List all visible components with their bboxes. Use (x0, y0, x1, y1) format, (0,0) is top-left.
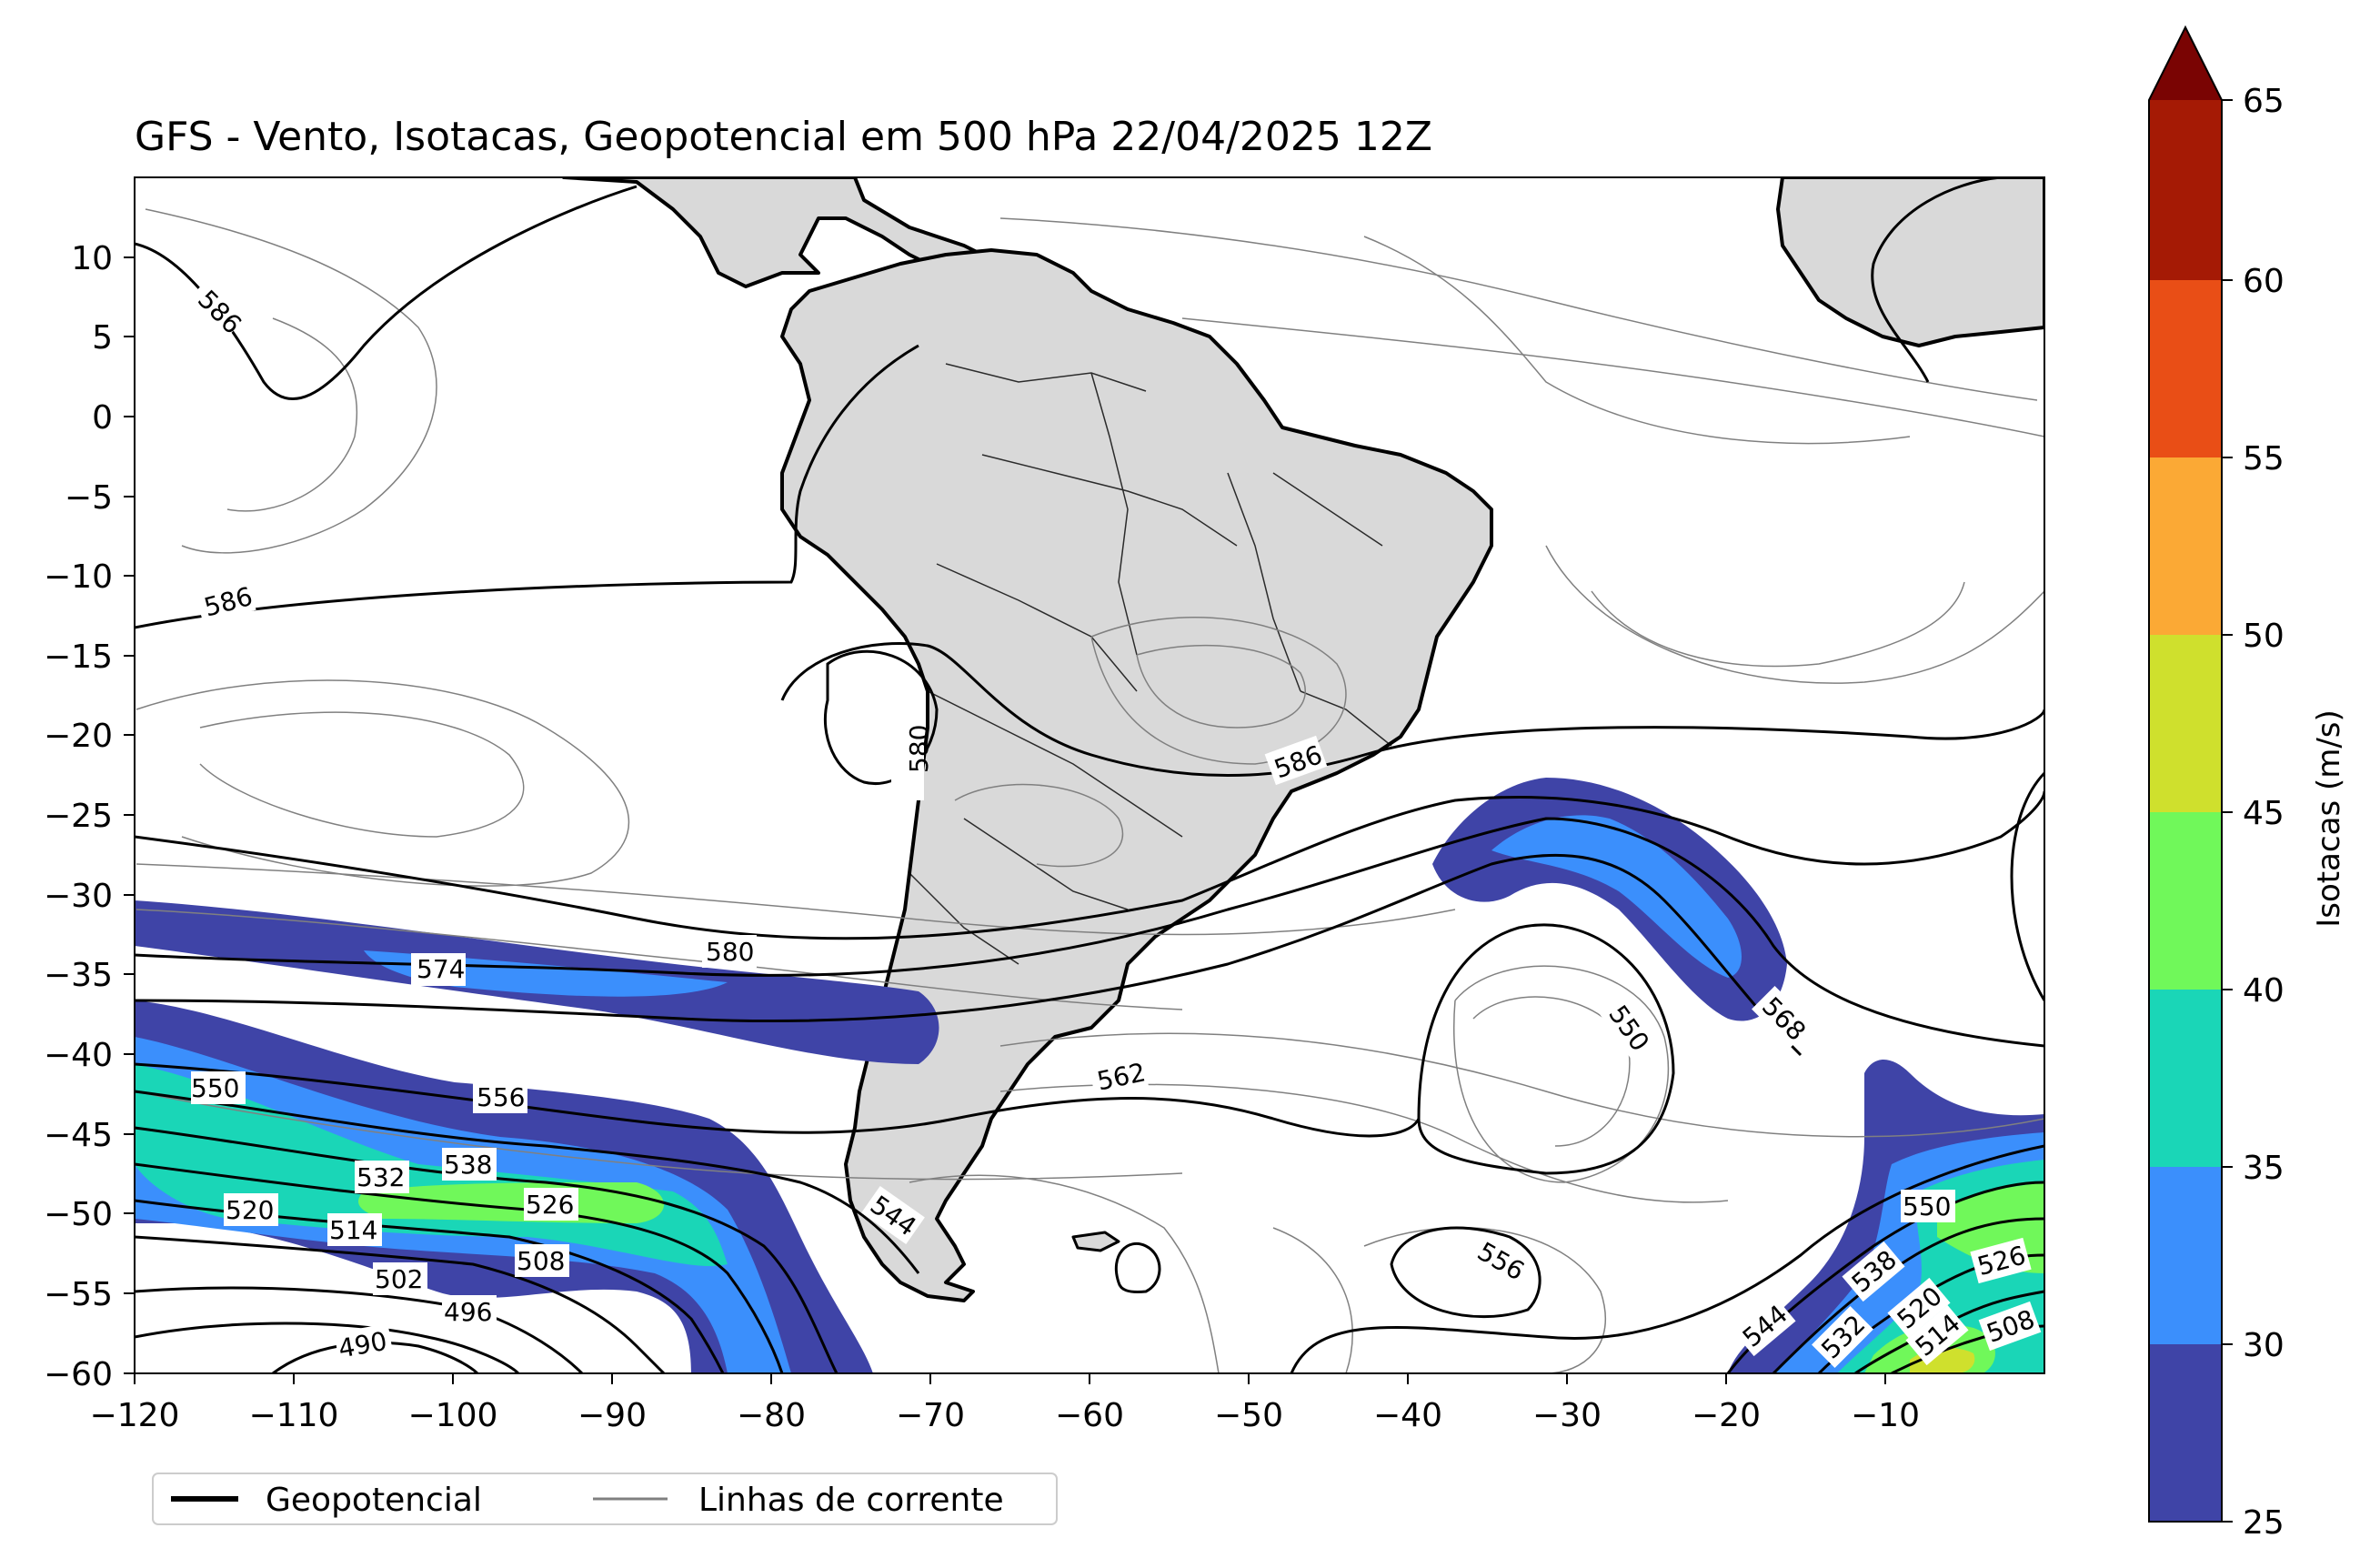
x-tick-label: −30 (1532, 1397, 1602, 1434)
x-tick-label: −120 (90, 1397, 180, 1434)
y-tick-label: −35 (44, 957, 113, 994)
contour-label: 538 (444, 1150, 492, 1180)
contour-label: 502 (375, 1264, 423, 1294)
y-tick-label: −10 (44, 558, 113, 596)
y-tick-label: −20 (44, 718, 113, 755)
y-tick-label: 10 (71, 240, 113, 277)
colorbar-segment (2149, 280, 2222, 457)
y-tick-label: −55 (44, 1276, 113, 1313)
y-tick-label: −50 (44, 1196, 113, 1233)
colorbar-tick-label: 40 (2243, 972, 2285, 1010)
colorbar-segment (2149, 635, 2222, 812)
colorbar: 25 30 35 40 45 50 55 60 65 Isotacas (m/s… (2148, 25, 2347, 1542)
contour-label: 520 (226, 1195, 274, 1225)
colorbar-tick-label: 65 (2243, 83, 2285, 120)
contour-label: 574 (417, 954, 465, 984)
y-tick-label: −5 (65, 479, 113, 517)
colorbar-segment (2149, 100, 2222, 280)
y-tick-label: −45 (44, 1117, 113, 1154)
x-tick-label: −10 (1851, 1397, 1920, 1434)
x-tick-label: −60 (1055, 1397, 1124, 1434)
contour-label: 580 (904, 725, 934, 773)
legend-geopotential-label: Geopotencial (266, 1482, 482, 1519)
map-title: GFS - Vento, Isotacas, Geopotencial em 5… (135, 114, 1433, 160)
legend: Geopotencial Linhas de corrente (152, 1473, 1058, 1525)
colorbar-tick-label: 30 (2243, 1327, 2285, 1364)
contour-label: 532 (357, 1162, 405, 1192)
falkland-islands (1071, 1231, 1120, 1252)
x-tick-label: −80 (737, 1397, 806, 1434)
x-tick-label: −90 (577, 1397, 647, 1434)
contour-label: 526 (526, 1190, 574, 1220)
colorbar-segment (2149, 1344, 2222, 1522)
contour-label: 556 (477, 1082, 525, 1112)
colorbar-extend-arrow (2149, 27, 2222, 100)
contour-label: 550 (191, 1073, 239, 1103)
x-tick-label: −110 (249, 1397, 339, 1434)
x-tick-label: −70 (896, 1397, 965, 1434)
y-tick-label: −15 (44, 638, 113, 676)
y-tick-label: 0 (92, 399, 113, 437)
colorbar-tick-label: 60 (2243, 263, 2285, 300)
x-axis-labels: −120 −110 −100 −90 −80 −70 −60 −50 −40 −… (90, 1397, 1920, 1434)
x-tick-label: −20 (1692, 1397, 1761, 1434)
y-tick-label: −25 (44, 798, 113, 835)
contour-label: 496 (444, 1297, 492, 1327)
colorbar-frame (2148, 25, 2223, 1523)
y-tick-label: −30 (44, 878, 113, 915)
x-tick-label: −100 (408, 1397, 498, 1434)
colorbar-segment (2149, 1167, 2222, 1344)
contour-label: 508 (517, 1246, 565, 1276)
colorbar-tick-label: 25 (2243, 1504, 2285, 1542)
colorbar-segment (2149, 812, 2222, 990)
x-tick-label: −50 (1214, 1397, 1283, 1434)
colorbar-segment (2149, 457, 2222, 635)
colorbar-segment (2149, 990, 2222, 1167)
axis-tick-marks (124, 256, 1886, 1384)
central-america (562, 177, 1011, 302)
y-axis-labels: 10 5 0 −5 −10 −15 −20 −25 −30 −35 −40 −4… (44, 240, 113, 1393)
land-layer (562, 177, 2044, 1302)
colorbar-label: Isotacas (m/s) (2311, 709, 2347, 928)
africa (1776, 177, 2044, 347)
x-tick-label: −40 (1373, 1397, 1442, 1434)
contour-label: 550 (1903, 1191, 1951, 1221)
y-tick-label: −40 (44, 1037, 113, 1074)
colorbar-tick-label: 50 (2243, 618, 2285, 655)
country-borders (909, 363, 1392, 965)
legend-streamlines-label: Linhas de corrente (698, 1482, 1004, 1519)
isotach-band-40 (358, 1182, 664, 1223)
y-tick-label: 5 (92, 319, 113, 357)
colorbar-tick-label: 35 (2243, 1150, 2285, 1187)
colorbar-tick-label: 45 (2243, 795, 2285, 832)
geopotential-labels: 586 586 586 580 580 574 568 562 556 556 … (187, 276, 2042, 1368)
contour-label: 580 (706, 937, 754, 967)
y-tick-label: −60 (44, 1356, 113, 1393)
colorbar-tick-label: 55 (2243, 440, 2285, 477)
contour-label: 514 (329, 1215, 377, 1245)
